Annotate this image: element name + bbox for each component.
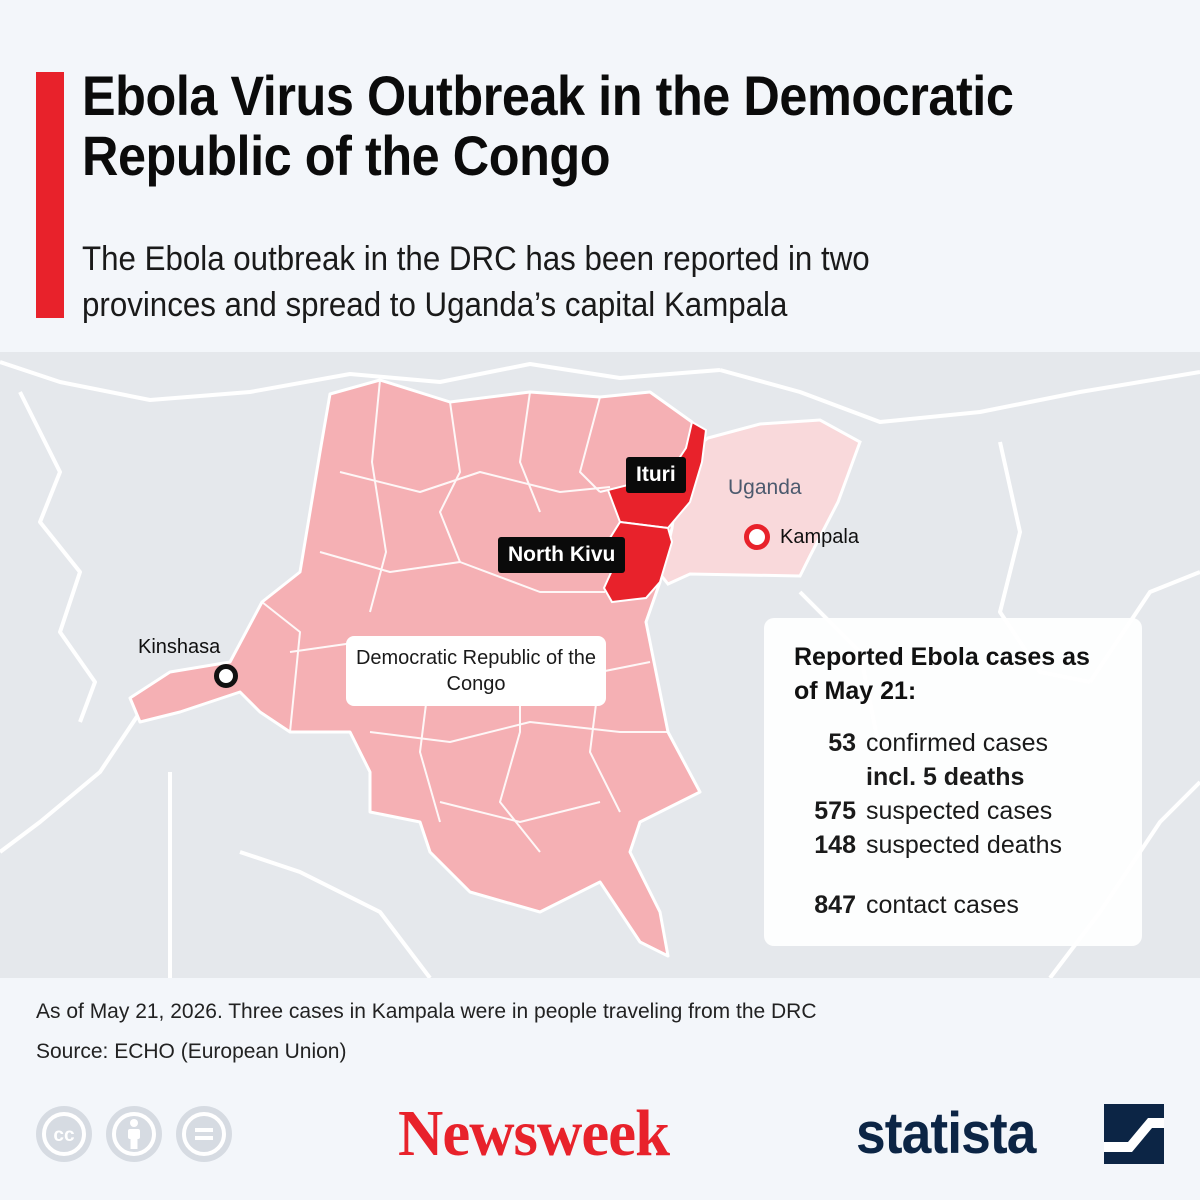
stat-row-deaths: incl. 5 deaths xyxy=(794,760,1112,794)
map: Ituri North Kivu Uganda Kampala Kinshasa… xyxy=(0,352,1200,978)
stat-value: 148 xyxy=(814,831,856,859)
no-derivatives-icon[interactable] xyxy=(176,1106,232,1162)
stat-label: incl. 5 deaths xyxy=(866,763,1025,791)
page-subtitle: The Ebola outbreak in the DRC has been r… xyxy=(82,240,870,324)
statista-logo-icon xyxy=(1104,1104,1164,1164)
city-label-kinshasa: Kinshasa xyxy=(138,636,221,658)
footnote: As of May 21, 2026. Three cases in Kampa… xyxy=(36,1000,817,1023)
stat-row-suspected-cases: 575 suspected cases xyxy=(794,794,1112,828)
stat-row-confirmed: 53 confirmed cases xyxy=(794,726,1112,760)
page-title: Ebola Virus Outbreak in the Democratic R… xyxy=(82,64,1014,187)
country-label-drc: Democratic Republic of the Congo xyxy=(355,647,597,695)
svg-text:cc: cc xyxy=(53,1125,75,1146)
province-label-north-kivu: North Kivu xyxy=(498,537,626,573)
stat-label: contact cases xyxy=(866,891,1019,919)
city-label-kampala: Kampala xyxy=(780,526,859,548)
stat-label: confirmed cases xyxy=(866,729,1049,757)
kinshasa-marker-icon xyxy=(214,664,238,688)
license-icons: cc xyxy=(36,1106,232,1162)
stat-row-contacts: 847 contact cases xyxy=(794,888,1112,922)
stats-heading: Reported Ebola cases as of May 21: xyxy=(794,643,1090,705)
source-note: Source: ECHO (European Union) xyxy=(36,1040,347,1063)
stat-value: 575 xyxy=(814,797,856,825)
stat-label: suspected cases xyxy=(866,797,1053,825)
stat-row-suspected-deaths: 148 suspected deaths xyxy=(794,828,1112,862)
drc-label-box: Democratic Republic of the Congo xyxy=(346,636,606,706)
province-label-ituri: Ituri xyxy=(626,457,686,493)
creative-commons-icon[interactable]: cc xyxy=(36,1106,92,1162)
stat-value: 847 xyxy=(814,891,856,919)
newsweek-logo: Newsweek xyxy=(398,1097,670,1170)
country-label-uganda: Uganda xyxy=(728,476,802,499)
kampala-marker-icon xyxy=(744,524,770,550)
statista-logo: statista xyxy=(856,1101,1036,1166)
attribution-icon[interactable] xyxy=(106,1106,162,1162)
stat-label: suspected deaths xyxy=(866,831,1062,859)
header-accent-bar xyxy=(36,72,64,318)
stats-box: Reported Ebola cases as of May 21: 53 co… xyxy=(764,618,1142,946)
stat-value: 53 xyxy=(828,729,856,757)
